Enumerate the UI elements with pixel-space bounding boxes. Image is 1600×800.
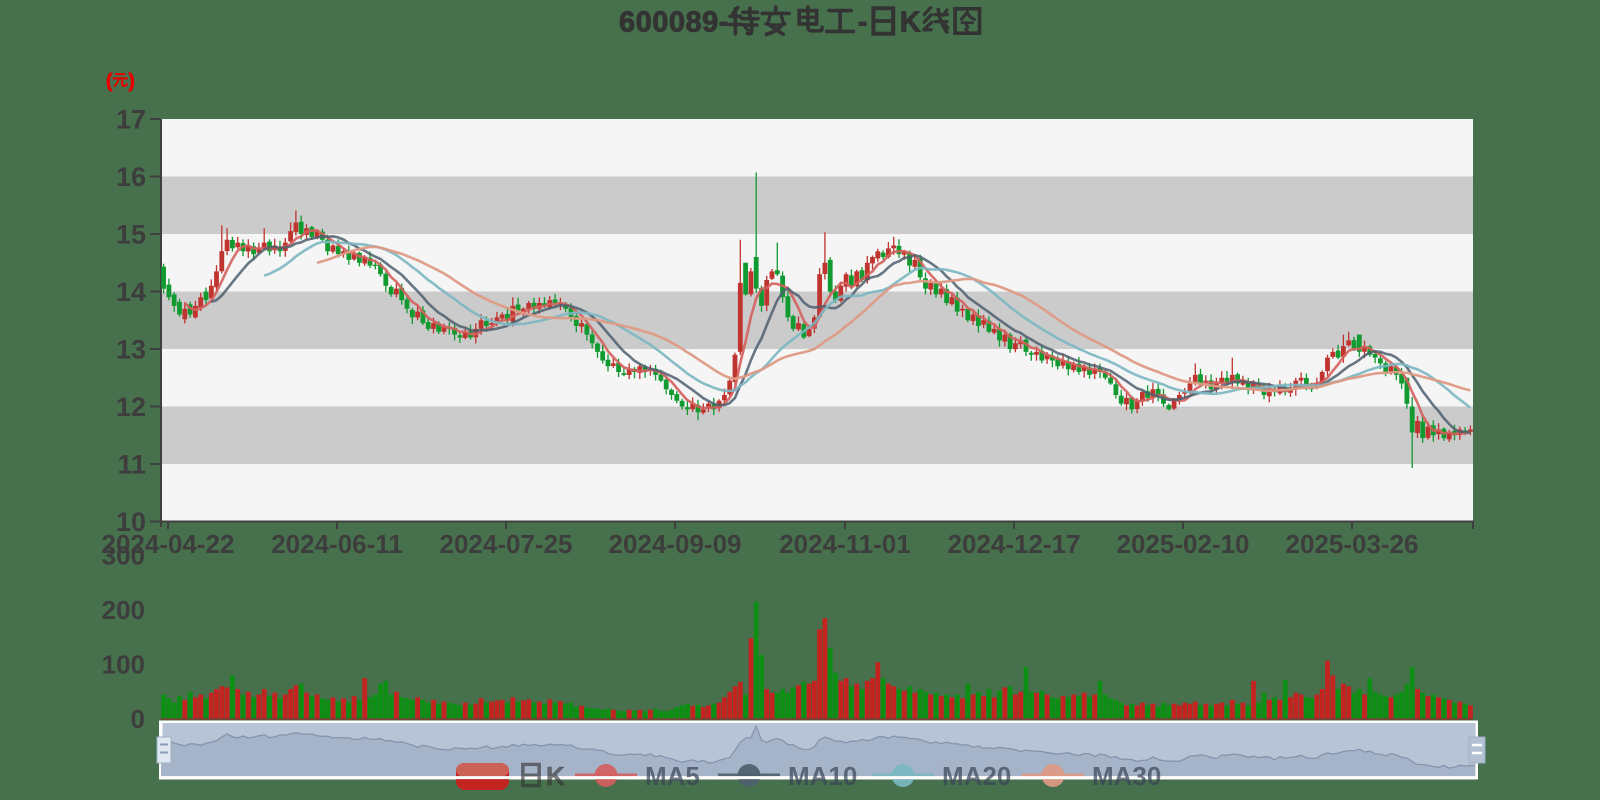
svg-text:2024-09-09: 2024-09-09 <box>609 529 742 559</box>
svg-text:14: 14 <box>116 277 146 307</box>
svg-text:300: 300 <box>102 541 145 571</box>
svg-text:(: ( <box>106 71 113 92</box>
svg-text:2024-12-17: 2024-12-17 <box>948 529 1081 559</box>
svg-text:2024-04-22: 2024-04-22 <box>102 529 235 559</box>
svg-text:200: 200 <box>102 595 145 625</box>
svg-text:2025-02-10: 2025-02-10 <box>1117 529 1250 559</box>
svg-text:16: 16 <box>116 162 146 192</box>
svg-text:0: 0 <box>131 704 145 734</box>
svg-text:17: 17 <box>116 105 146 135</box>
svg-text:2024-11-01: 2024-11-01 <box>779 529 911 559</box>
svg-text:): ) <box>129 71 135 92</box>
svg-text:K: K <box>546 761 565 791</box>
svg-text:-: - <box>858 7 868 39</box>
svg-text:MA5: MA5 <box>645 761 700 791</box>
svg-text:15: 15 <box>116 220 146 250</box>
svg-text:MA10: MA10 <box>788 761 857 791</box>
svg-text:MA20: MA20 <box>942 761 1011 791</box>
svg-text:100: 100 <box>102 650 145 680</box>
svg-text:MA30: MA30 <box>1092 761 1161 791</box>
svg-text:10: 10 <box>116 507 146 537</box>
svg-text:600089-: 600089- <box>619 7 729 39</box>
svg-text:2025-03-26: 2025-03-26 <box>1286 529 1419 559</box>
svg-text:2024-07-25: 2024-07-25 <box>440 529 573 559</box>
svg-text:2024-06-11: 2024-06-11 <box>271 529 403 559</box>
svg-text:K: K <box>900 7 921 39</box>
svg-text:11: 11 <box>117 450 146 480</box>
svg-text:13: 13 <box>116 335 146 365</box>
svg-text:12: 12 <box>116 392 146 422</box>
